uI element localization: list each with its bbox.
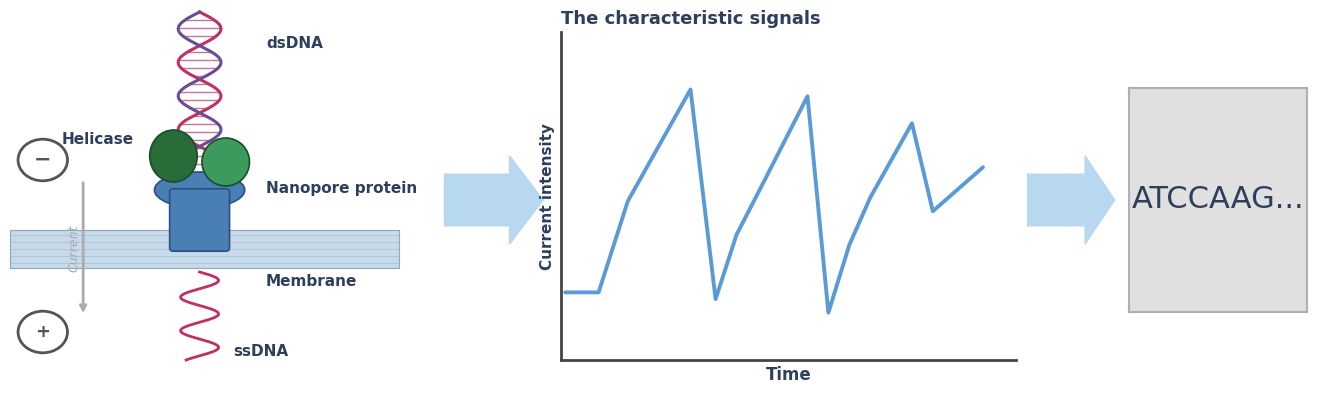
Text: The characteristic signals: The characteristic signals <box>561 10 821 28</box>
FancyBboxPatch shape <box>170 189 230 251</box>
Y-axis label: Current intensity: Current intensity <box>540 122 556 270</box>
Text: Helicase: Helicase <box>62 132 133 148</box>
Ellipse shape <box>149 130 197 182</box>
X-axis label: Time: Time <box>766 366 812 384</box>
Bar <box>9 230 399 268</box>
Ellipse shape <box>202 138 249 186</box>
FancyArrow shape <box>445 156 544 244</box>
Text: +: + <box>36 323 50 341</box>
Text: Nanopore protein: Nanopore protein <box>267 180 417 196</box>
Text: Membrane: Membrane <box>267 274 358 290</box>
Text: Current: Current <box>67 224 81 272</box>
Text: dsDNA: dsDNA <box>267 36 323 52</box>
Text: −: − <box>34 150 51 170</box>
Text: ATCCAAG...: ATCCAAG... <box>1131 186 1304 214</box>
Text: ssDNA: ssDNA <box>232 344 288 360</box>
Ellipse shape <box>154 172 244 208</box>
FancyArrow shape <box>1028 156 1114 244</box>
